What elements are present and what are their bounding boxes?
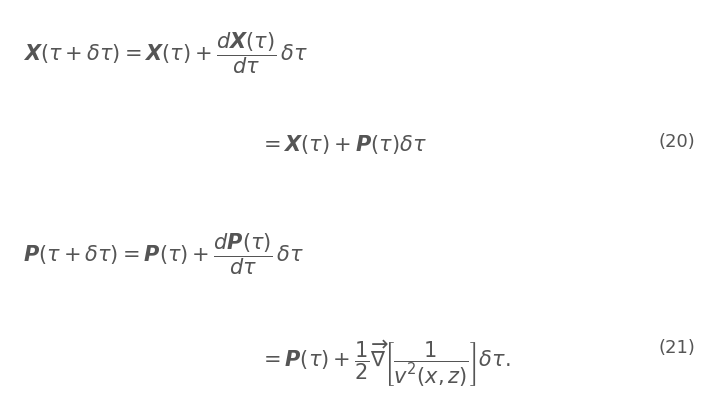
Text: $\boldsymbol{X}(\tau + \delta\tau) = \boldsymbol{X}(\tau) + \dfrac{d\boldsymbol{: $\boldsymbol{X}(\tau + \delta\tau) = \bo…	[23, 30, 307, 76]
Text: $\boldsymbol{P}(\tau + \delta\tau) = \boldsymbol{P}(\tau) + \dfrac{d\boldsymbol{: $\boldsymbol{P}(\tau + \delta\tau) = \bo…	[23, 231, 304, 277]
Text: (20): (20)	[658, 133, 695, 151]
Text: $= \boldsymbol{X}(\tau) + \boldsymbol{P}(\tau)\delta\tau$: $= \boldsymbol{X}(\tau) + \boldsymbol{P}…	[259, 133, 426, 156]
Text: (21): (21)	[658, 338, 695, 356]
Text: $= \boldsymbol{P}(\tau) + \dfrac{1}{2}\overrightarrow{\nabla}\left[\dfrac{1}{v^2: $= \boldsymbol{P}(\tau) + \dfrac{1}{2}\o…	[259, 338, 510, 388]
